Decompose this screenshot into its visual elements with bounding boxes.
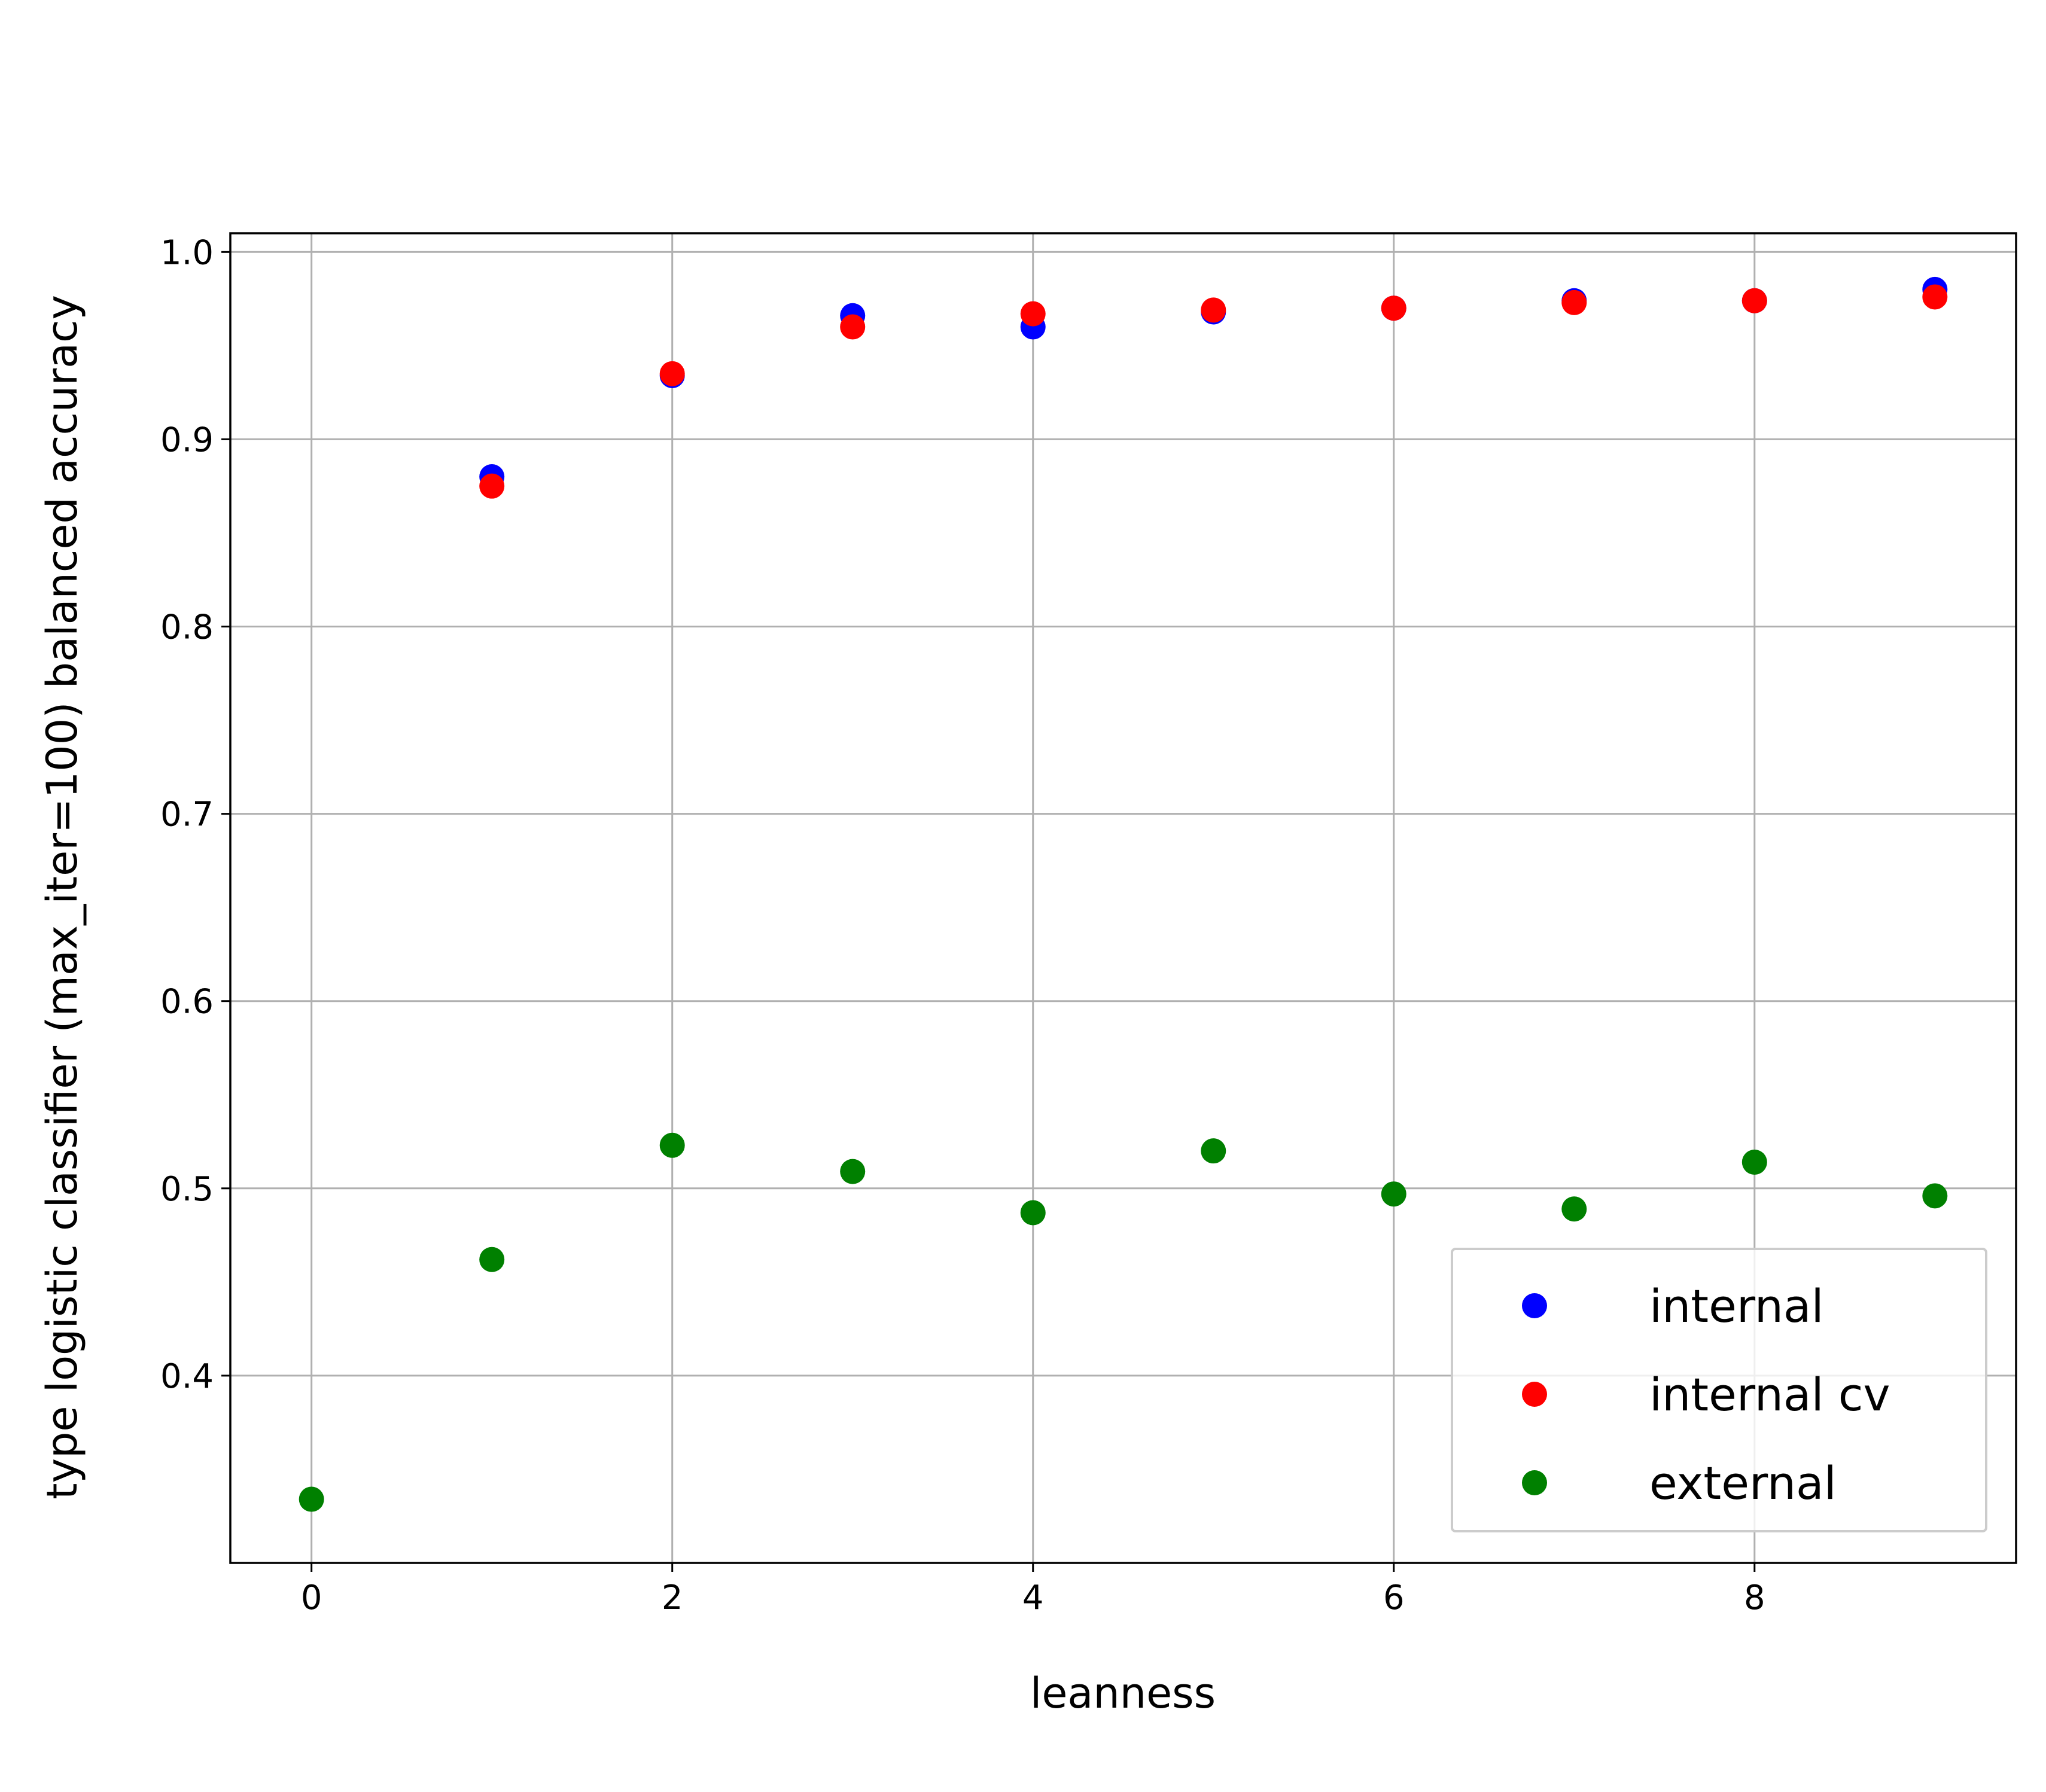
x-tick-label: 4 xyxy=(1022,1578,1044,1617)
point-external xyxy=(1201,1138,1226,1164)
point-internal-cv xyxy=(479,473,505,499)
point-internal-cv xyxy=(1201,297,1226,323)
y-tick-label: 0.8 xyxy=(160,608,214,647)
data-points xyxy=(299,276,1948,1512)
point-external xyxy=(659,1132,685,1158)
y-tick-label: 0.4 xyxy=(160,1357,214,1396)
point-external xyxy=(840,1159,866,1184)
x-tick-label: 6 xyxy=(1383,1578,1405,1617)
point-external xyxy=(1741,1149,1767,1175)
legend: internal internal cv external xyxy=(1451,1248,1987,1532)
y-axis-label: type logistic classifier (max_iter=100) … xyxy=(38,295,87,1500)
grid xyxy=(230,233,2016,1563)
point-internal-cv xyxy=(1741,288,1767,313)
legend-label-internal: internal xyxy=(1649,1279,1824,1333)
y-tick-label: 0.7 xyxy=(160,796,214,834)
point-external xyxy=(479,1247,505,1272)
point-internal-cv xyxy=(1020,301,1046,327)
y-tick-label: 0.5 xyxy=(160,1170,214,1209)
y-tick-label: 1.0 xyxy=(160,233,214,272)
legend-marker-internal-cv xyxy=(1522,1382,1547,1407)
axis-ticks: 0 2 4 6 8 0.4 0.5 0.6 0.7 0.8 0.9 1.0 xyxy=(160,233,1765,1617)
point-internal-cv xyxy=(840,314,866,340)
legend-marker-internal xyxy=(1522,1293,1547,1318)
point-internal-cv xyxy=(659,361,685,386)
legend-box xyxy=(1451,1248,1987,1532)
x-axis-label: leanness xyxy=(1030,1669,1216,1718)
x-tick-label: 0 xyxy=(301,1578,322,1617)
point-external xyxy=(1561,1196,1587,1222)
point-internal-cv xyxy=(1922,284,1948,310)
point-external xyxy=(1922,1183,1948,1209)
legend-marker-external xyxy=(1522,1470,1547,1495)
legend-label-external: external xyxy=(1649,1456,1837,1510)
y-tick-label: 0.9 xyxy=(160,420,214,459)
point-external xyxy=(1381,1181,1406,1207)
plot-frame xyxy=(229,232,2017,1564)
point-external xyxy=(1020,1200,1046,1226)
point-external xyxy=(299,1486,324,1512)
point-internal-cv xyxy=(1381,295,1406,321)
x-tick-label: 2 xyxy=(662,1578,683,1617)
point-internal-cv xyxy=(1561,289,1587,315)
x-tick-label: 8 xyxy=(1744,1578,1765,1617)
legend-label-internal-cv: internal cv xyxy=(1649,1368,1890,1421)
y-tick-label: 0.6 xyxy=(160,983,214,1022)
